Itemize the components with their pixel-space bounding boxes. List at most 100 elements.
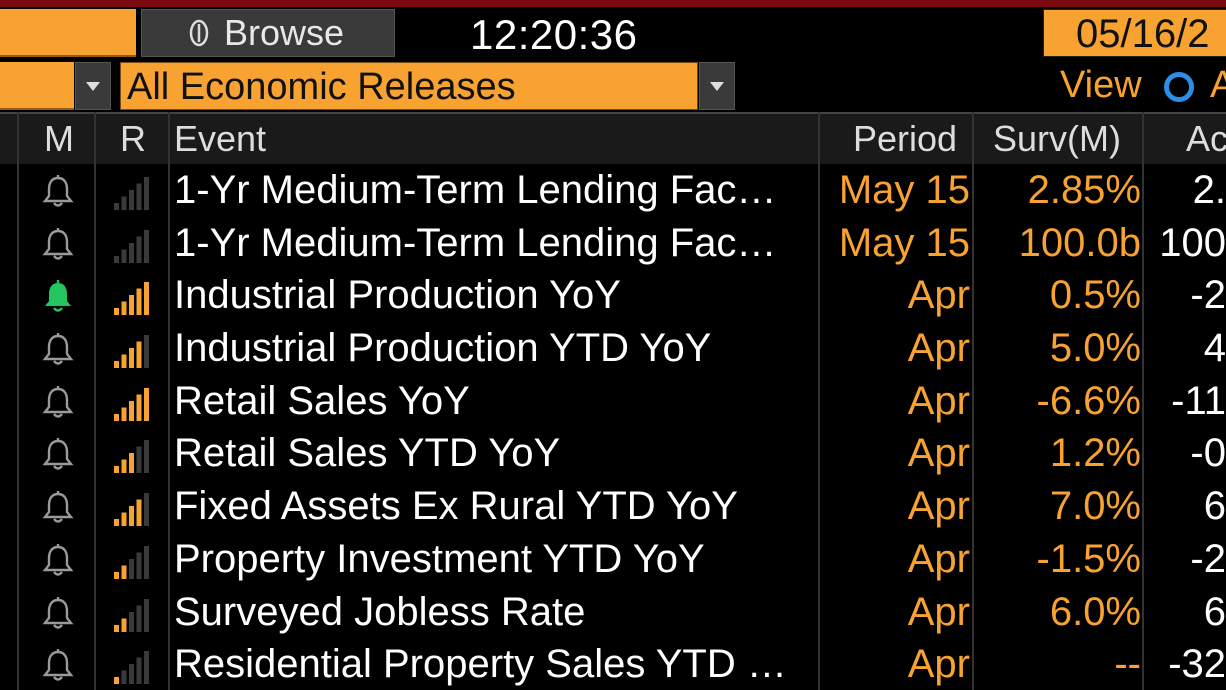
table-row[interactable]: Industrial Production YoY Apr 0.5% -2 xyxy=(0,271,1226,324)
browse-icon xyxy=(188,18,210,48)
table-row[interactable]: 1-Yr Medium-Term Lending Fac… May 15 2.85%… xyxy=(0,166,1226,219)
event-name: Surveyed Jobless Rate xyxy=(174,589,586,634)
bell-icon[interactable] xyxy=(40,279,76,315)
bell-icon[interactable] xyxy=(40,385,76,421)
release-filter-select[interactable]: All Economic Releases xyxy=(120,62,698,110)
browse-label: Browse xyxy=(224,12,345,53)
survey-value: 0.5% xyxy=(1049,273,1141,318)
top-accent-line xyxy=(0,0,1226,7)
signal-bars-icon xyxy=(112,439,152,474)
period-value: Apr xyxy=(907,484,970,529)
period-value: Apr xyxy=(907,273,970,318)
event-name: Industrial Production YoY xyxy=(174,273,621,318)
event-name: Residential Property Sales YTD … xyxy=(174,642,787,687)
actual-value: 100 xyxy=(1159,220,1226,265)
table-body: 1-Yr Medium-Term Lending Fac… May 15 2.85%… xyxy=(0,166,1226,690)
column-divider xyxy=(94,112,96,690)
survey-value: 6.0% xyxy=(1049,589,1141,634)
column-divider xyxy=(17,112,19,690)
actual-value: -2 xyxy=(1190,536,1226,581)
period-value: Apr xyxy=(907,431,970,476)
survey-value: 2.85% xyxy=(1027,168,1141,212)
actual-value: 2. xyxy=(1192,168,1226,212)
survey-value: 1.2% xyxy=(1049,431,1141,476)
signal-bars-icon xyxy=(112,598,152,632)
event-name: Property Investment YTD YoY xyxy=(174,536,705,581)
chevron-down-icon xyxy=(86,81,100,91)
survey-value: 5.0% xyxy=(1049,326,1141,371)
bell-icon[interactable] xyxy=(40,543,76,579)
economic-calendar-table: M R Event Period Surv(M) Ac 1-Yr Medium-… xyxy=(0,112,1226,690)
table-row[interactable]: Retail Sales YTD YoY Apr 1.2% -0 xyxy=(0,429,1226,482)
col-header-survey[interactable]: Surv(M) xyxy=(993,118,1121,159)
view-radio-button[interactable] xyxy=(1164,72,1194,102)
view-option-label: A xyxy=(1210,64,1226,106)
signal-bars-icon xyxy=(112,229,152,263)
signal-bars-icon xyxy=(112,334,152,369)
survey-value: -1.5% xyxy=(1036,536,1142,581)
bell-icon[interactable] xyxy=(40,332,76,368)
signal-bars-icon xyxy=(112,281,152,316)
column-divider xyxy=(972,112,974,690)
period-value: Apr xyxy=(907,642,970,687)
region-field[interactable] xyxy=(0,62,74,110)
period-value: Apr xyxy=(907,378,970,423)
period-value: Apr xyxy=(907,536,970,581)
period-value: Apr xyxy=(907,326,970,371)
column-divider xyxy=(1142,112,1144,690)
signal-bars-icon xyxy=(112,387,152,421)
table-row[interactable]: Fixed Assets Ex Rural YTD YoY Apr 7.0% 6 xyxy=(0,482,1226,535)
browse-button[interactable]: Browse xyxy=(141,9,395,57)
period-value: Apr xyxy=(907,589,970,634)
period-value: May 15 xyxy=(838,220,970,265)
signal-bars-icon xyxy=(112,650,152,685)
actual-value: 6 xyxy=(1203,589,1226,634)
table-row[interactable]: 1-Yr Medium-Term Lending Fac… May 15 100.0… xyxy=(0,219,1226,272)
table-row[interactable]: Industrial Production YTD YoY Apr 5.0% 4 xyxy=(0,324,1226,377)
col-header-m[interactable]: M xyxy=(44,118,74,159)
actual-value: 6 xyxy=(1203,484,1226,529)
actual-value: -32 xyxy=(1168,642,1226,687)
signal-bars-icon xyxy=(112,492,152,527)
signal-bars-icon xyxy=(112,545,152,579)
bell-icon[interactable] xyxy=(40,490,76,526)
actual-value: -11 xyxy=(1171,378,1226,423)
survey-value: 100.0b xyxy=(1018,220,1141,265)
column-divider xyxy=(168,112,170,690)
actual-value: -2 xyxy=(1190,273,1226,318)
bell-icon[interactable] xyxy=(40,437,76,473)
period-value: May 15 xyxy=(838,168,970,212)
event-name: Retail Sales YoY xyxy=(174,378,470,423)
bell-icon[interactable] xyxy=(40,227,76,263)
event-name: Fixed Assets Ex Rural YTD YoY xyxy=(174,484,738,529)
survey-value: 7.0% xyxy=(1049,484,1141,529)
table-row[interactable]: Residential Property Sales YTD … Apr -- -32 xyxy=(0,640,1226,690)
command-field[interactable] xyxy=(0,9,136,57)
col-header-r[interactable]: R xyxy=(120,118,146,159)
table-row[interactable]: Property Investment YTD YoY Apr -1.5% -2 xyxy=(0,535,1226,588)
release-filter-dropdown-button[interactable] xyxy=(699,62,735,110)
view-label: View xyxy=(1060,64,1142,106)
event-name: Industrial Production YTD YoY xyxy=(174,326,712,371)
table-header: M R Event Period Surv(M) Ac xyxy=(0,112,1226,164)
date-field[interactable]: 05/16/2 xyxy=(1043,9,1226,57)
actual-value: -0 xyxy=(1190,431,1226,476)
col-header-period[interactable]: Period xyxy=(853,118,958,159)
bell-icon[interactable] xyxy=(40,174,76,210)
event-name: 1-Yr Medium-Term Lending Fac… xyxy=(174,220,777,265)
clock-display: 12:20:36 xyxy=(470,11,638,58)
event-name: Retail Sales YTD YoY xyxy=(174,431,561,476)
signal-bars-icon xyxy=(112,176,152,210)
table-row[interactable]: Retail Sales YoY Apr -6.6% -11 xyxy=(0,377,1226,430)
col-header-event[interactable]: Event xyxy=(174,118,267,159)
region-dropdown-button[interactable] xyxy=(75,62,111,110)
col-header-actual[interactable]: Ac xyxy=(1186,118,1226,159)
bell-icon[interactable] xyxy=(40,596,76,632)
column-divider xyxy=(818,112,820,690)
bell-icon[interactable] xyxy=(40,648,76,684)
chevron-down-icon xyxy=(710,81,724,91)
survey-value: -6.6% xyxy=(1036,378,1142,423)
table-row[interactable]: Surveyed Jobless Rate Apr 6.0% 6 xyxy=(0,588,1226,641)
event-name: 1-Yr Medium-Term Lending Fac… xyxy=(174,168,777,212)
actual-value: 4 xyxy=(1203,326,1226,371)
